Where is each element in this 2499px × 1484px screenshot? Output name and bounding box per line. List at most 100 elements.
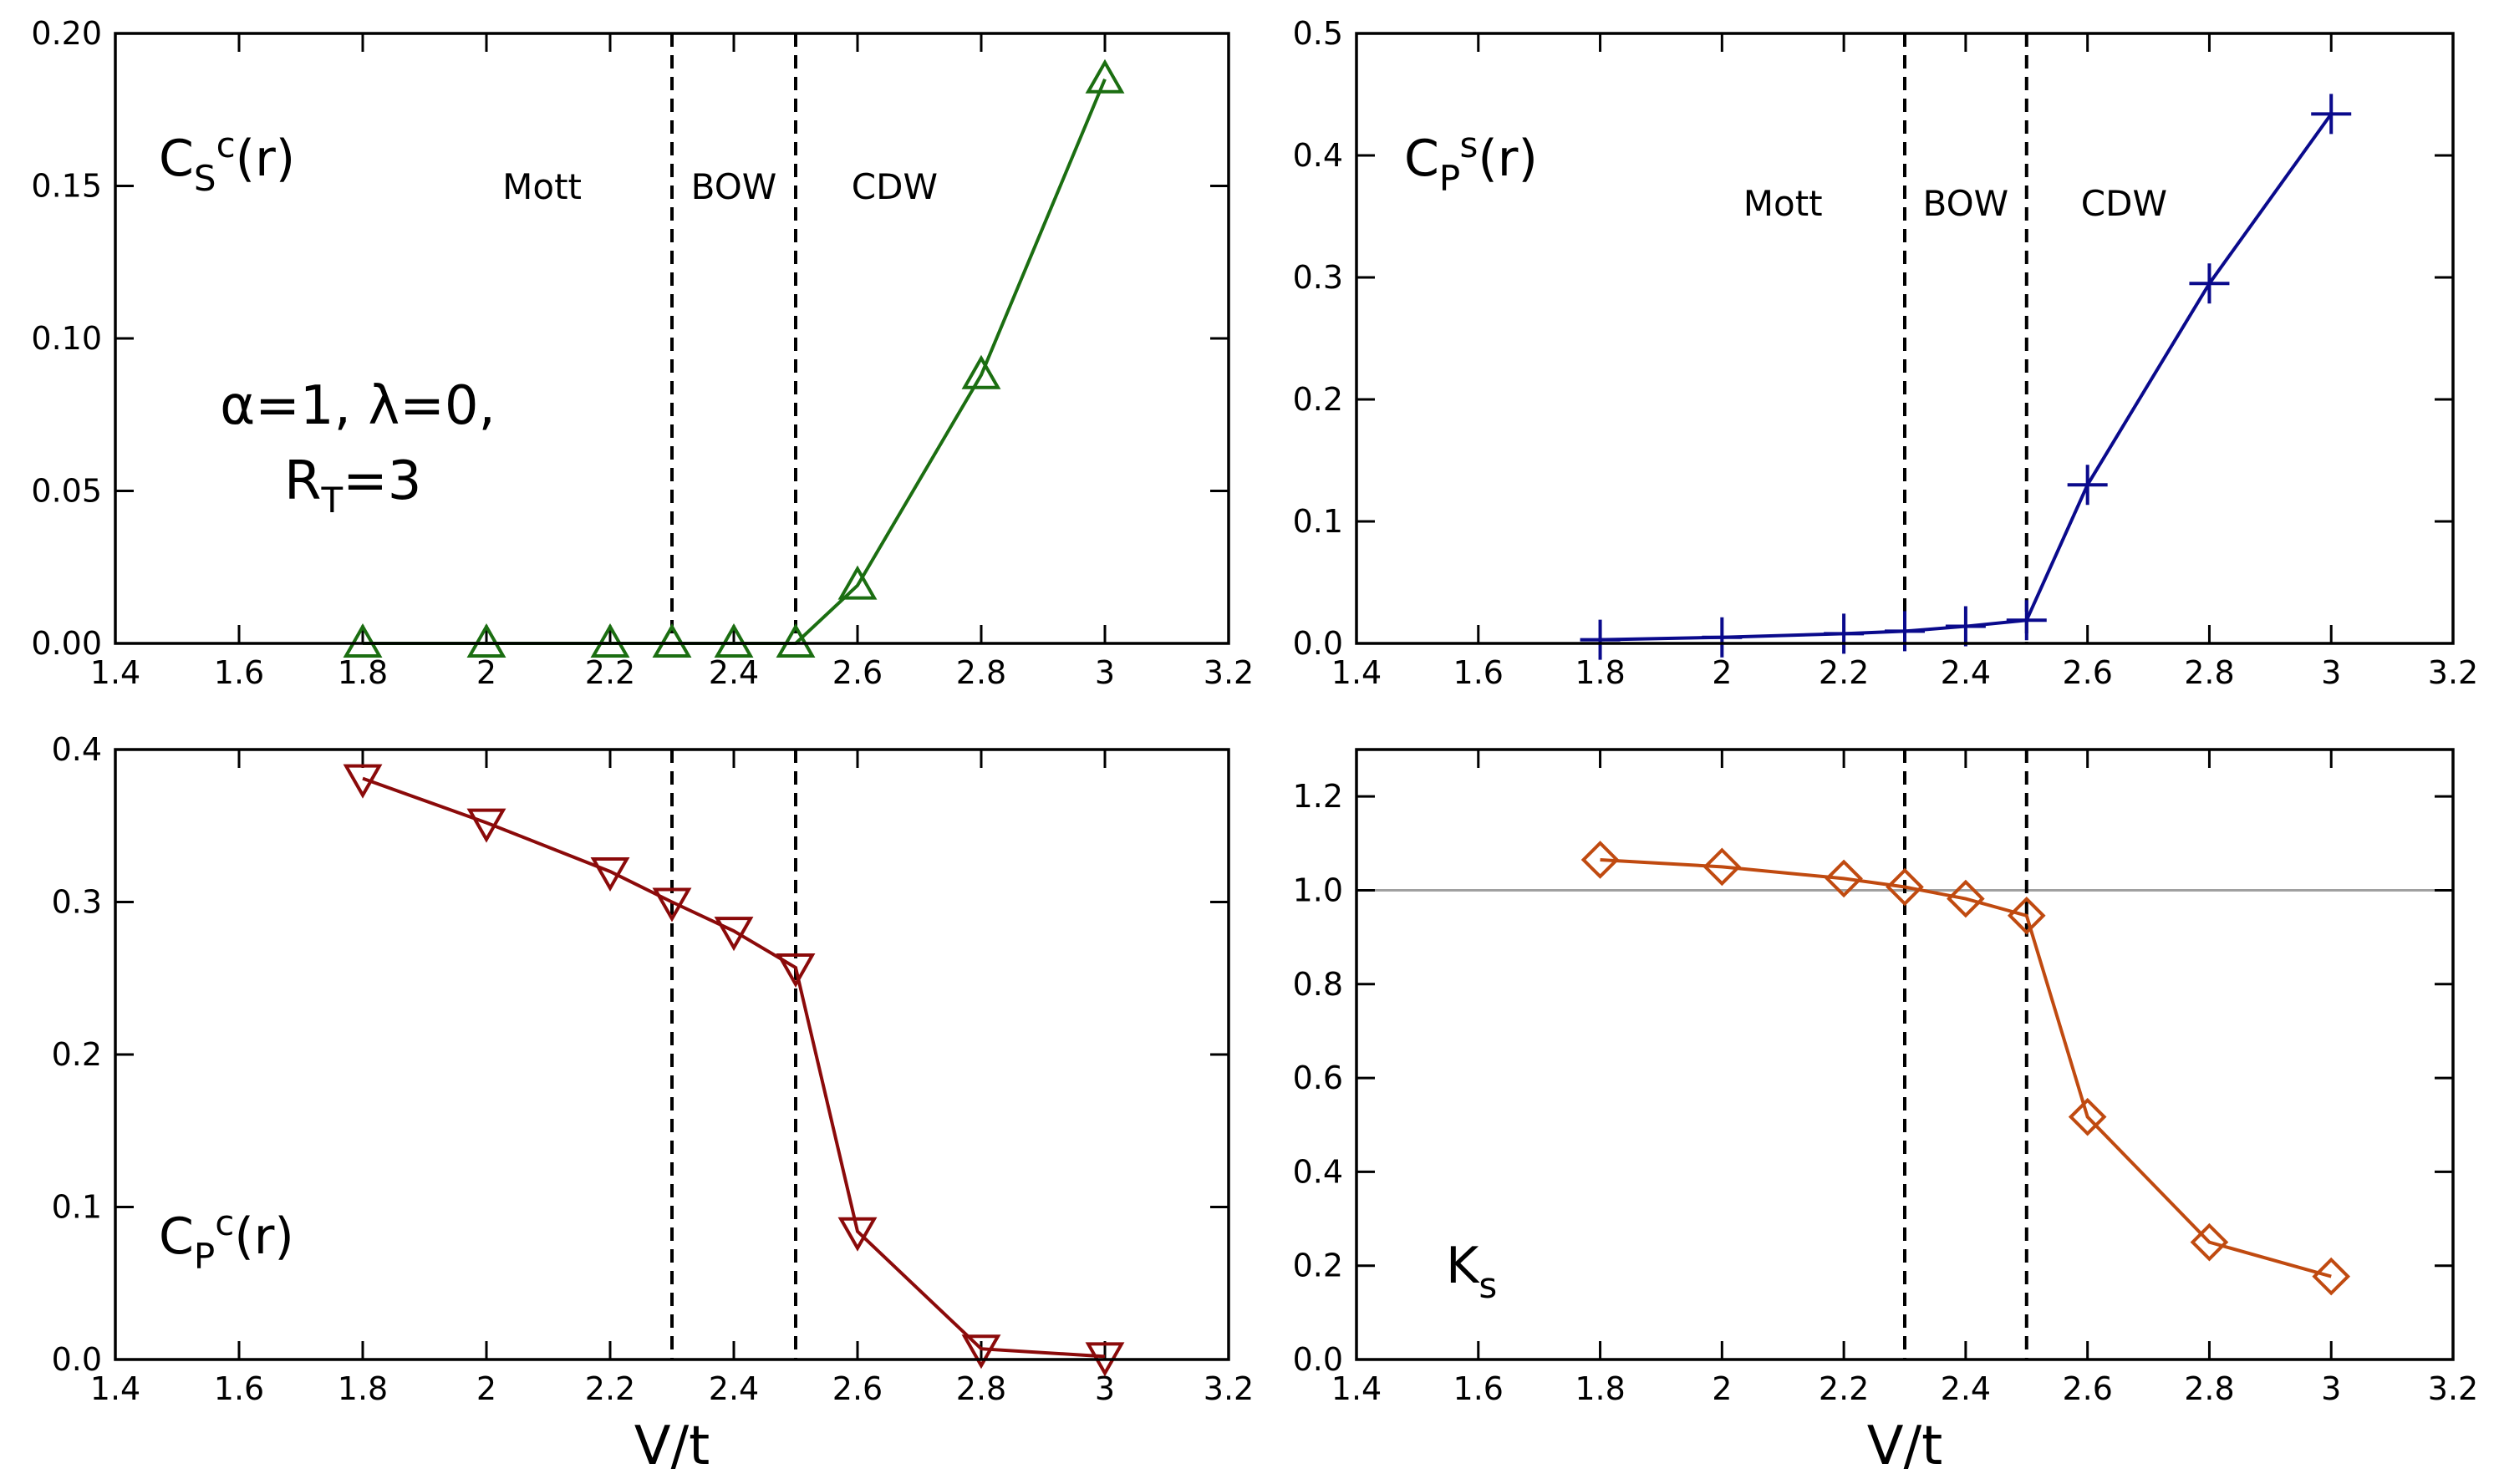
data-point xyxy=(1580,619,1621,660)
y-tick-label: 0.1 xyxy=(1293,503,1343,540)
data-point xyxy=(2189,263,2230,304)
x-tick-label: 1.4 xyxy=(90,1370,140,1407)
y-tick-label: 0.05 xyxy=(31,473,102,510)
x-tick-label: 2.4 xyxy=(1941,654,1991,691)
x-tick-label: 1.4 xyxy=(90,654,140,691)
data-point xyxy=(1580,841,1620,879)
panel-label: CPs(r) xyxy=(1404,125,1538,199)
x-tick-label: 3.2 xyxy=(1204,654,1254,691)
y-tick-label: 0.4 xyxy=(52,731,102,768)
data-point xyxy=(1085,58,1125,94)
x-tick-label: 3.2 xyxy=(2428,1370,2478,1407)
x-tick-label: 1.4 xyxy=(1331,654,1382,691)
x-tick-label: 1.6 xyxy=(1453,654,1504,691)
panel-cp-s: 1.4 1.6 1.8 2 2.2 2.4 2.6 2.8 3 3.2 0.0 0.1 0.2 0.3 0.… xyxy=(1293,15,2479,691)
data-point xyxy=(2311,94,2352,135)
region-label-cdw: CDW xyxy=(2081,183,2167,224)
x-tick-label: 1.8 xyxy=(1575,654,1625,691)
region-label-bow: BOW xyxy=(1923,183,2009,224)
data-point xyxy=(961,354,1001,389)
plot-frame xyxy=(114,748,1230,1361)
data-point xyxy=(1702,847,1742,887)
panel-label: Ks xyxy=(1446,1237,1497,1306)
data-point xyxy=(466,623,506,658)
y-tick-label: 0.15 xyxy=(31,168,102,205)
series-line xyxy=(1600,857,2332,1278)
x-tick-label: 2.6 xyxy=(832,654,883,691)
y-tick-label: 0.4 xyxy=(1293,1153,1343,1190)
data-point xyxy=(1945,606,1986,647)
y-tick-label: 0.1 xyxy=(52,1189,102,1226)
y-tick-label: 1.0 xyxy=(1293,872,1343,908)
panel-cs-c: 1.4 1.6 1.8 2 2.2 2.4 2.6 2.8 3 3.2 0.00 0.05 0.10 0.… xyxy=(31,15,1254,691)
x-tick-label: 2.6 xyxy=(832,1370,883,1407)
data-point xyxy=(2006,600,2047,641)
x-tick-label: 1.6 xyxy=(214,654,264,691)
panel-label: CSc(r) xyxy=(159,125,295,199)
x-tick-label: 3 xyxy=(2321,1370,2341,1407)
data-point xyxy=(590,857,630,892)
data-point xyxy=(2312,1257,2351,1296)
plot-frame xyxy=(1355,748,2455,1361)
data-point xyxy=(837,1217,878,1252)
x-tick-label: 3 xyxy=(2321,654,2341,691)
x-tick-label: 3.2 xyxy=(1204,1370,1254,1407)
x-tick-label: 2.2 xyxy=(585,1370,635,1407)
x-tick-label: 2.4 xyxy=(1941,1370,1991,1407)
data-point xyxy=(1824,613,1865,654)
y-tick-label: 0.4 xyxy=(1293,137,1343,174)
x-tick-label: 2.2 xyxy=(1819,654,1869,691)
x-tick-label: 2 xyxy=(1712,1370,1732,1407)
parameter-line-2: RT=3 xyxy=(284,450,421,521)
region-label-mott: Mott xyxy=(502,166,582,207)
x-tick-label: 3.2 xyxy=(2428,654,2478,691)
x-axis-title: V/t xyxy=(1867,1415,1942,1477)
x-tick-label: 1.6 xyxy=(1453,1370,1504,1407)
x-tick-label: 2.8 xyxy=(956,654,1006,691)
y-tick-label: 0.5 xyxy=(1293,15,1343,52)
y-tick-label: 0.3 xyxy=(52,884,102,921)
y-tick-label: 0.8 xyxy=(1293,966,1343,1003)
data-point xyxy=(1825,859,1863,898)
y-tick-label: 0.2 xyxy=(1293,381,1343,418)
y-tick-label: 0.2 xyxy=(52,1036,102,1073)
x-tick-label: 3 xyxy=(1095,654,1115,691)
series-line xyxy=(362,776,1106,1359)
x-tick-label: 2.2 xyxy=(585,654,635,691)
data-point xyxy=(714,917,754,952)
plot-frame xyxy=(114,32,1230,645)
x-tick-label: 2.8 xyxy=(2184,1370,2234,1407)
x-tick-label: 2.6 xyxy=(2062,654,2112,691)
x-tick-label: 2.4 xyxy=(709,1370,759,1407)
y-tick-label: 0.2 xyxy=(1293,1248,1343,1284)
y-tick-label: 0.6 xyxy=(1293,1060,1343,1096)
panel-label: CPc(r) xyxy=(159,1202,294,1277)
data-point xyxy=(1885,611,1925,652)
data-point xyxy=(2007,896,2046,935)
data-point xyxy=(1886,867,1924,907)
region-label-cdw: CDW xyxy=(852,166,938,207)
x-tick-label: 2.6 xyxy=(2062,1370,2112,1407)
data-point xyxy=(343,623,383,658)
y-tick-label: 1.2 xyxy=(1293,778,1343,815)
data-point xyxy=(714,623,754,658)
data-point xyxy=(2190,1222,2229,1262)
data-point xyxy=(776,953,816,988)
y-tick-label: 0.0 xyxy=(1293,625,1343,662)
data-point xyxy=(1947,879,1985,918)
y-tick-label: 0.10 xyxy=(31,320,102,357)
data-point xyxy=(343,764,383,799)
y-tick-label: 0.3 xyxy=(1293,259,1343,296)
x-tick-label: 1.4 xyxy=(1331,1370,1382,1407)
region-label-bow: BOW xyxy=(691,166,777,207)
data-point xyxy=(837,565,878,600)
region-label-mott: Mott xyxy=(1743,183,1823,224)
x-tick-label: 2 xyxy=(476,1370,496,1407)
data-point xyxy=(961,1334,1001,1370)
x-tick-label: 2.2 xyxy=(1819,1370,1869,1407)
x-tick-label: 1.6 xyxy=(214,1370,264,1407)
data-point xyxy=(652,623,692,658)
y-tick-label: 0.0 xyxy=(52,1341,102,1378)
x-tick-label: 1.8 xyxy=(338,1370,388,1407)
